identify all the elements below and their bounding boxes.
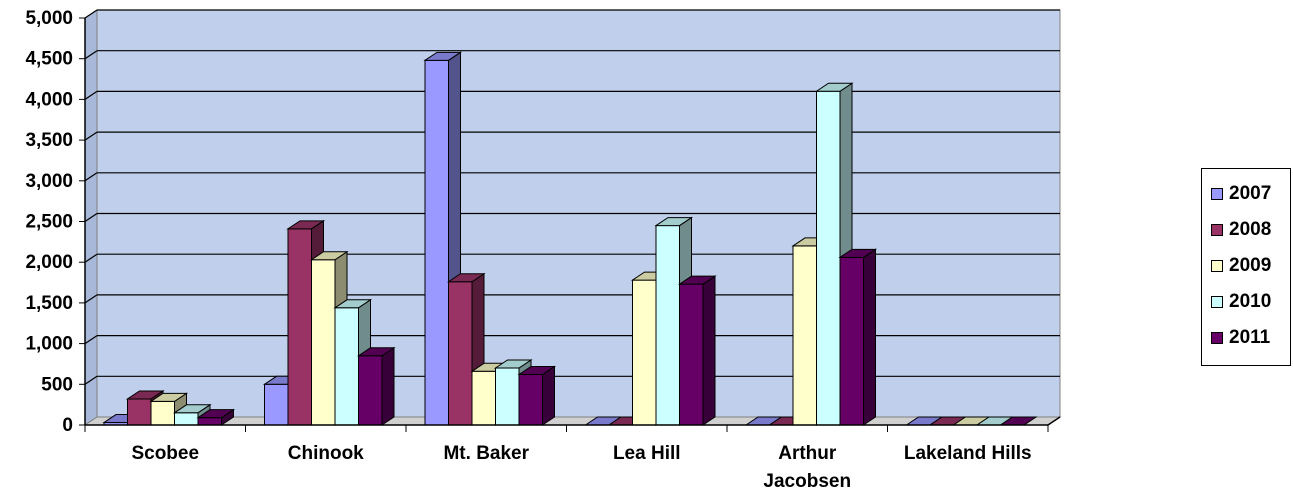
gridline-side [84,50,98,60]
gridlines [84,9,1060,385]
x-tick-label: Arthur Jacobsen [763,443,851,492]
x-tick-label: Mt. Baker [443,443,529,464]
gridline-side [84,253,98,263]
y-tick-label: 3,500 [25,130,73,151]
y-tick-label: 500 [41,374,73,395]
legend-item: 2011 [1211,326,1270,350]
legend-item: 2007 [1211,182,1271,206]
legend-label: 2011 [1229,327,1271,348]
y-tick-label: 5,000 [25,8,73,29]
x-tick-labels: Scobee Chinook Mt. Baker Lea Hill Arthur Jaco… [131,443,1031,492]
legend-label: 2008 [1229,219,1272,240]
bar-2011-scobee [196,408,236,426]
bar-2011-arthur-jacobsen [838,248,878,426]
y-tick-label: 3,000 [25,171,73,192]
gridline-side [84,172,98,182]
legend-label: 2010 [1229,291,1272,312]
legend-swatch [1211,296,1223,308]
legend-item: 2009 [1211,254,1271,278]
gridline-side [84,335,98,345]
y-tick-label: 1,500 [25,293,73,314]
gridline-side [84,131,98,141]
legend-swatch [1211,224,1223,236]
legend-item: 2008 [1211,218,1271,242]
legend-label: 2009 [1229,255,1272,276]
y-tick-labels: 0 500 1,000 1,500 2,000 2,500 3,000 3,500 4,000 4… [25,8,85,436]
gridline-side [84,375,98,385]
legend: 2007 2008 2009 2010 2011 [1201,168,1291,366]
y-tick-label: 1,000 [25,334,73,355]
legend-swatch [1211,332,1223,344]
legend-item: 2010 [1211,290,1271,314]
bar-2011-mt-baker [517,365,557,426]
x-tick-label: Chinook [288,443,364,464]
x-tick-label: Scobee [131,443,199,464]
x-tick-label: Lakeland Hills [904,443,1032,464]
y-tick-label: 2,000 [25,252,73,273]
gridline-side [84,294,98,304]
y-tick-label: 4,000 [25,89,73,110]
gridline-side [84,90,98,100]
bar-2011-lea-hill [677,275,717,426]
y-tick-label: 2,500 [25,212,73,233]
gridline-side [84,9,98,19]
plot-walls [83,9,1062,426]
y-tick-label: 0 [62,415,73,436]
y-tick-label: 4,500 [25,49,73,70]
legend-swatch [1211,188,1223,200]
bar-2011-chinook [356,346,396,426]
legend-swatch [1211,260,1223,272]
legend-label: 2007 [1229,183,1272,204]
gridline-side [84,213,98,222]
x-tick-label: Lea Hill [613,443,681,464]
